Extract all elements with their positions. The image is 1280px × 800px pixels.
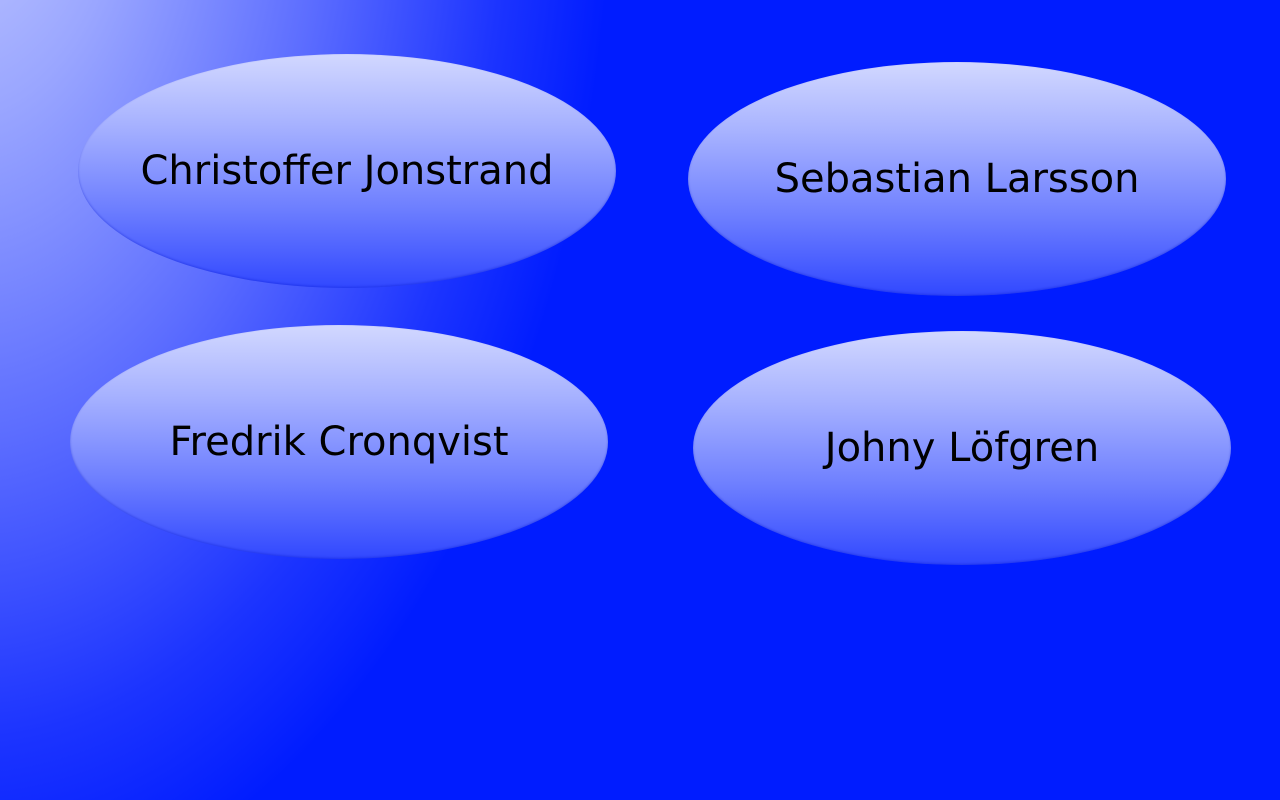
bubble-label: Johny Löfgren (824, 425, 1100, 471)
bubble-fredrik-cronqvist[interactable]: Fredrik Cronqvist (70, 325, 608, 559)
bubble-sebastian-larsson[interactable]: Sebastian Larsson (688, 62, 1226, 296)
bubble-christoffer-jonstrand[interactable]: Christoffer Jonstrand (78, 54, 616, 288)
bubble-label: Christoffer Jonstrand (140, 148, 554, 194)
bubble-label: Sebastian Larsson (774, 156, 1140, 202)
bubble-johny-lofgren[interactable]: Johny Löfgren (693, 331, 1231, 565)
bubble-label: Fredrik Cronqvist (169, 419, 509, 465)
